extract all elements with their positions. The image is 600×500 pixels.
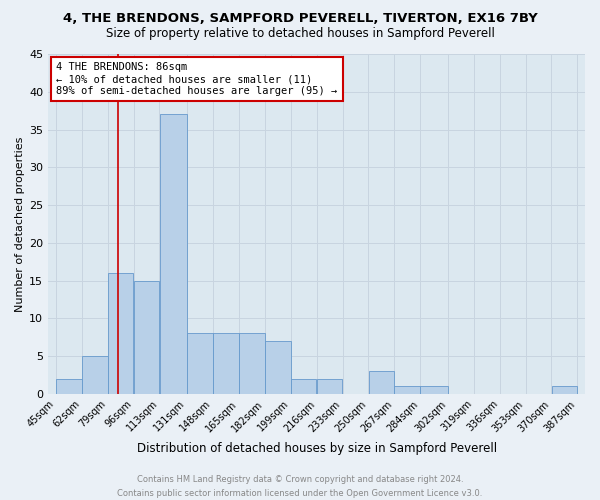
- Bar: [187, 334, 213, 394]
- Bar: [421, 386, 448, 394]
- Bar: [160, 114, 187, 394]
- Bar: [551, 386, 577, 394]
- Bar: [56, 379, 82, 394]
- Bar: [368, 371, 394, 394]
- Bar: [213, 334, 239, 394]
- Bar: [82, 356, 107, 394]
- Bar: [134, 280, 160, 394]
- Text: 4, THE BRENDONS, SAMPFORD PEVERELL, TIVERTON, EX16 7BY: 4, THE BRENDONS, SAMPFORD PEVERELL, TIVE…: [62, 12, 538, 26]
- Bar: [394, 386, 420, 394]
- Text: 4 THE BRENDONS: 86sqm
← 10% of detached houses are smaller (11)
89% of semi-deta: 4 THE BRENDONS: 86sqm ← 10% of detached …: [56, 62, 337, 96]
- Text: Contains HM Land Registry data © Crown copyright and database right 2024.
Contai: Contains HM Land Registry data © Crown c…: [118, 476, 482, 498]
- Bar: [265, 341, 290, 394]
- Text: Size of property relative to detached houses in Sampford Peverell: Size of property relative to detached ho…: [106, 28, 494, 40]
- Y-axis label: Number of detached properties: Number of detached properties: [15, 136, 25, 312]
- X-axis label: Distribution of detached houses by size in Sampford Peverell: Distribution of detached houses by size …: [137, 442, 497, 455]
- Bar: [317, 379, 343, 394]
- Bar: [108, 273, 133, 394]
- Bar: [239, 334, 265, 394]
- Bar: [291, 379, 316, 394]
